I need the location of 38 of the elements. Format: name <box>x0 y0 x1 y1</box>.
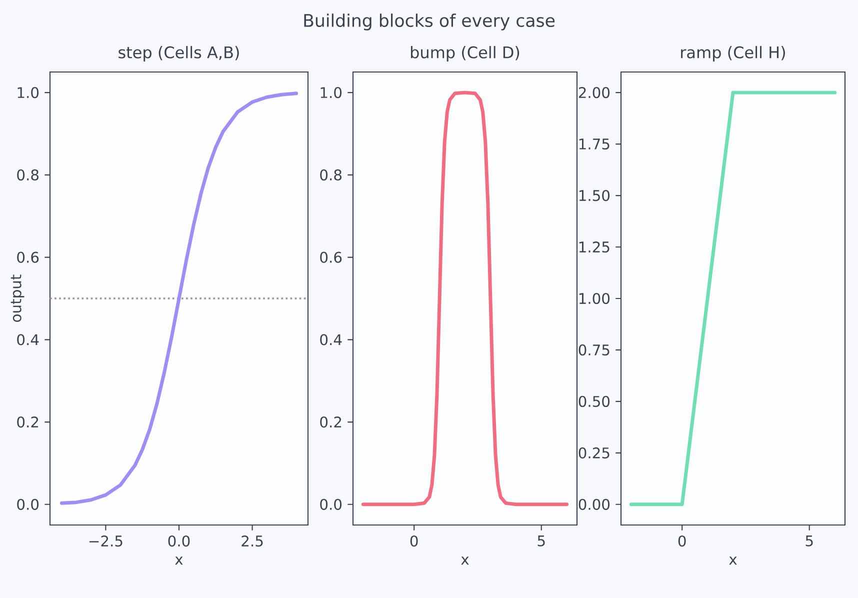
y-tick-label: 0.6 <box>320 252 342 263</box>
y-tick-label: 0.2 <box>17 416 38 428</box>
y-tick-label: 0.0 <box>17 498 39 510</box>
y-tick-label: 0.8 <box>320 169 342 180</box>
x-tick-label: 0.0 <box>168 535 190 547</box>
y-tick-label: 1.75 <box>579 138 610 150</box>
chart-title: ramp (Cell H) <box>681 46 785 62</box>
y-tick-label: 0.00 <box>578 498 610 510</box>
x-axis-title: x <box>461 556 469 565</box>
x-tick-label: −2.5 <box>89 535 122 547</box>
x-tick-label: 5 <box>806 535 813 546</box>
x-tick-label: 2.5 <box>242 535 263 547</box>
x-tick-label: 0 <box>678 535 686 547</box>
y-tick-label: 0.4 <box>17 334 39 346</box>
y-tick-label: 2.00 <box>578 87 610 98</box>
y-tick-label: 1.0 <box>320 87 342 98</box>
x-axis-title: x <box>729 556 737 565</box>
y-tick-label: 1.00 <box>579 292 610 304</box>
x-tick-label: 5 <box>538 535 545 546</box>
line-series <box>60 92 298 505</box>
x-tick-label: 0 <box>410 535 418 547</box>
x-axis-title: x <box>175 556 183 565</box>
y-tick-label: 0.25 <box>578 447 610 458</box>
y-tick-label: 1.0 <box>18 87 39 98</box>
y-tick-label: 1.25 <box>579 241 610 253</box>
y-tick-label: 0.50 <box>578 396 610 407</box>
chart-title: bump (Cell D) <box>410 46 520 62</box>
y-tick-label: 0.75 <box>578 344 610 356</box>
line-series <box>361 90 569 506</box>
chart-title: step (Cells A,B) <box>118 46 239 62</box>
y-tick-label: 0.2 <box>320 416 342 428</box>
text: Building blocks of every case <box>304 14 555 30</box>
y-tick-label: 0.8 <box>17 169 39 180</box>
y-tick-label: 0.6 <box>17 252 39 263</box>
y-tick-label: 0.0 <box>320 498 342 510</box>
y-tick-label: 1.50 <box>579 190 610 202</box>
y-tick-label: 0.4 <box>320 334 342 346</box>
y-axis-title: output <box>10 274 24 322</box>
